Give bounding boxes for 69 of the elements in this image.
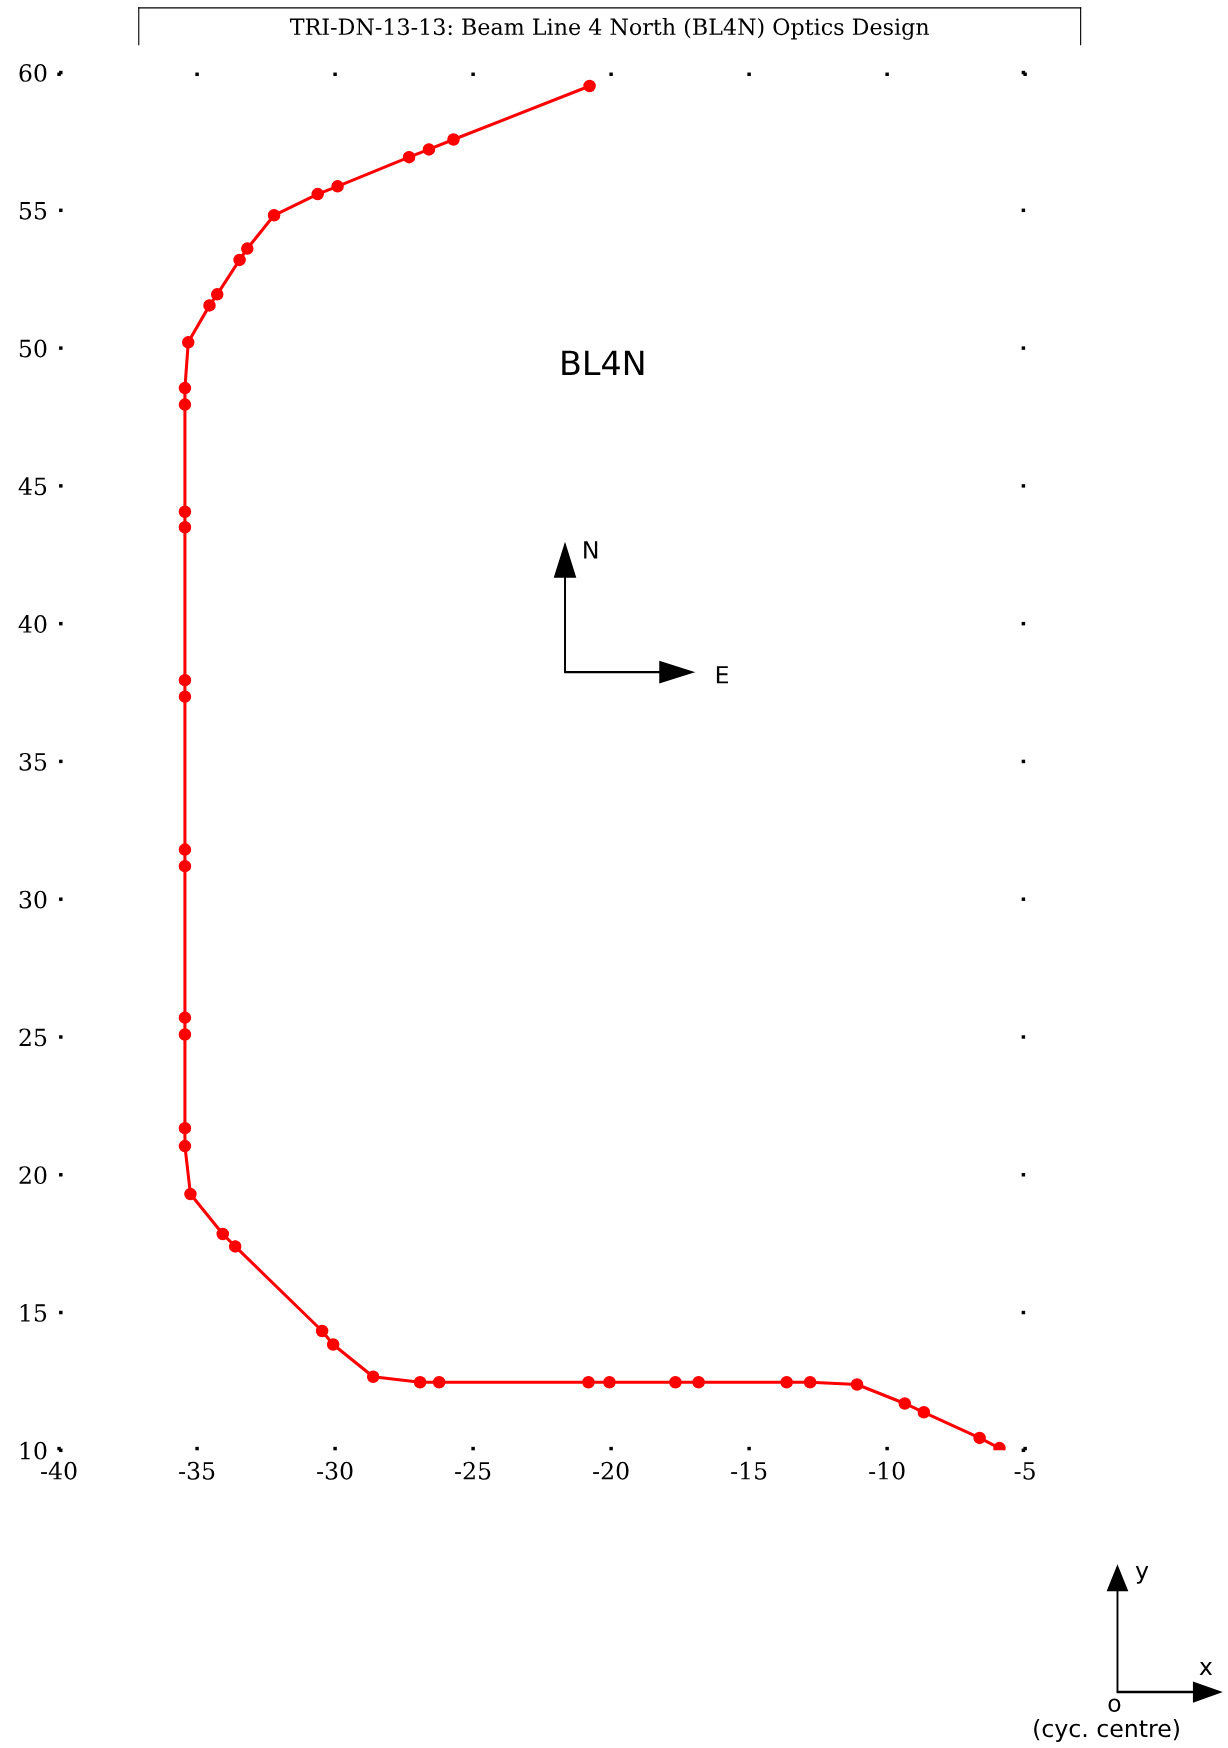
y-tick-label: 15 bbox=[20, 1303, 47, 1322]
point bbox=[692, 1376, 705, 1389]
text: (cyc. centre) bbox=[1034, 1719, 1179, 1742]
y-tick-label: 20 bbox=[19, 1166, 47, 1185]
x-tick-label: -35 bbox=[179, 1461, 215, 1480]
point bbox=[432, 1376, 446, 1389]
point bbox=[178, 1028, 192, 1041]
point bbox=[178, 398, 192, 411]
y-tick-label: 25 bbox=[19, 1028, 47, 1047]
point bbox=[178, 1139, 192, 1153]
annotation: E bbox=[716, 666, 729, 684]
point bbox=[184, 1187, 197, 1201]
y-tick-label: 45 bbox=[18, 477, 47, 496]
annotation: N bbox=[584, 541, 598, 559]
point bbox=[366, 1370, 380, 1383]
point bbox=[803, 1376, 817, 1389]
x-tick-label: -15 bbox=[731, 1461, 767, 1480]
point bbox=[178, 1011, 192, 1024]
point bbox=[178, 520, 192, 534]
y-tick-label: 50 bbox=[19, 339, 47, 358]
point bbox=[422, 143, 436, 156]
point bbox=[203, 299, 216, 312]
point bbox=[582, 1376, 595, 1389]
point bbox=[178, 381, 192, 395]
point bbox=[850, 1378, 864, 1391]
point bbox=[331, 180, 344, 193]
point bbox=[669, 1376, 682, 1389]
point bbox=[233, 253, 246, 267]
point bbox=[583, 79, 596, 93]
y-tick-label: 60 bbox=[19, 63, 47, 82]
y-tick-label: 55 bbox=[19, 202, 47, 220]
point bbox=[603, 1376, 616, 1389]
chart-title: TRI-DN-13-13: Beam Line 4 North (BL4N) Optics Design bbox=[289, 17, 930, 40]
x-tick-label: -5 bbox=[1014, 1462, 1035, 1480]
point bbox=[241, 242, 254, 255]
point bbox=[267, 209, 281, 222]
x-tick-label: -40 bbox=[41, 1461, 77, 1480]
point bbox=[917, 1406, 931, 1419]
point bbox=[326, 1338, 340, 1351]
text: y bbox=[1135, 1565, 1149, 1584]
y-tick-label: 10 bbox=[20, 1441, 47, 1460]
x-tick-label: -25 bbox=[455, 1461, 491, 1480]
point bbox=[178, 843, 192, 856]
y-tick-label: 30 bbox=[19, 890, 47, 909]
x-tick-label: -10 bbox=[869, 1461, 905, 1480]
point bbox=[311, 187, 324, 201]
text: o bbox=[1108, 1698, 1121, 1713]
point bbox=[315, 1324, 329, 1338]
point bbox=[178, 673, 192, 687]
x-tick-label: -30 bbox=[317, 1461, 353, 1480]
point bbox=[413, 1376, 427, 1389]
point bbox=[228, 1240, 242, 1253]
y-tick-label: 35 bbox=[19, 752, 47, 771]
point bbox=[181, 336, 195, 349]
point bbox=[402, 150, 416, 164]
point bbox=[210, 288, 224, 301]
point bbox=[178, 690, 192, 703]
x-tick-label: -20 bbox=[593, 1461, 629, 1480]
point bbox=[780, 1376, 793, 1389]
annotation: BL4N bbox=[562, 350, 644, 375]
point bbox=[216, 1227, 229, 1241]
point bbox=[447, 133, 460, 146]
point bbox=[178, 505, 192, 519]
y-tick-label: 40 bbox=[18, 615, 47, 633]
text: x bbox=[1199, 1662, 1213, 1675]
point bbox=[973, 1431, 986, 1445]
point bbox=[898, 1397, 912, 1410]
point bbox=[178, 1121, 192, 1135]
point bbox=[178, 859, 192, 873]
